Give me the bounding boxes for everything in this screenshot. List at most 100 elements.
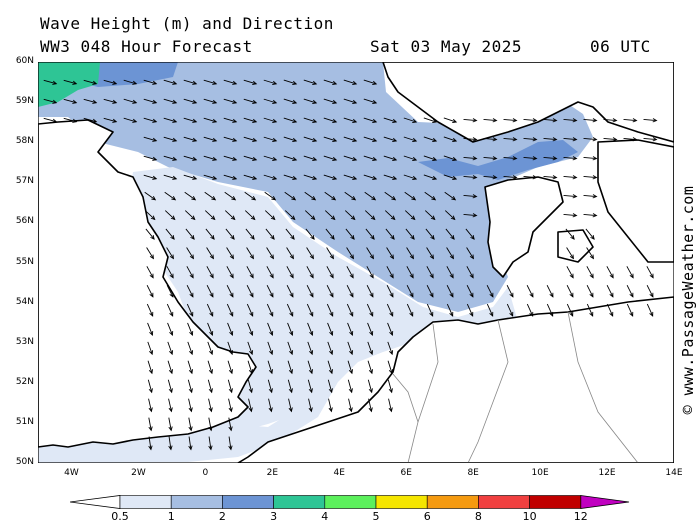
wave-arrow	[226, 247, 234, 260]
wave-arrow	[325, 228, 335, 240]
wave-arrow	[565, 228, 575, 240]
wave-arrow	[363, 79, 378, 85]
wave-arrow	[123, 117, 138, 123]
wave-arrow	[206, 247, 214, 260]
wave-arrow	[463, 137, 478, 142]
colorbar-swatch	[222, 495, 274, 509]
wave-arrow	[483, 137, 498, 142]
wave-arrow	[267, 379, 273, 394]
wave-arrow	[226, 266, 234, 279]
wave-arrow	[466, 303, 474, 317]
wave-arrow	[268, 398, 273, 413]
wave-arrow	[546, 284, 554, 298]
wave-arrow	[246, 303, 254, 317]
wave-arrow	[283, 117, 298, 123]
wave-arrow	[343, 155, 358, 161]
wave-arrow	[246, 266, 254, 279]
wave-arrow	[43, 79, 58, 85]
wave-arrow	[263, 117, 278, 123]
wave-arrow	[146, 247, 154, 260]
wave-arrow	[327, 322, 334, 336]
sweden	[597, 139, 674, 263]
wave-arrow	[288, 398, 293, 413]
wave-arrow	[83, 79, 98, 85]
wave-arrow	[167, 379, 173, 394]
latitude-label: 53N	[15, 336, 34, 347]
website-credit: © www.PassageWeather.com	[679, 185, 697, 415]
wave-arrow	[566, 247, 574, 260]
wave-arrow	[367, 322, 374, 336]
wave-arrow	[344, 210, 356, 221]
wave-arrow	[143, 98, 158, 104]
wave-arrow	[303, 98, 318, 104]
wave-arrow	[204, 210, 216, 221]
wave-arrow	[383, 117, 398, 123]
colorbar-swatch	[119, 495, 172, 509]
wave-arrow	[143, 155, 158, 161]
wave-arrow	[326, 284, 334, 298]
wave-arrow	[563, 118, 578, 123]
colorbar-label: 0.5	[111, 510, 129, 523]
wave-arrow	[144, 191, 157, 201]
wave-arrow	[148, 398, 153, 413]
wave-arrow	[228, 436, 233, 451]
wave-arrow	[323, 155, 338, 161]
wave-arrow	[186, 266, 194, 279]
wave-arrow	[386, 303, 394, 317]
wave-arrow	[203, 136, 218, 142]
colorbar-label: 5	[372, 510, 380, 523]
wave-arrow	[43, 117, 58, 123]
latitude-label: 51N	[15, 416, 34, 427]
wave-arrow	[143, 174, 158, 180]
wave-arrow	[263, 155, 278, 161]
wave-arrow	[223, 174, 238, 180]
wave-arrow	[363, 117, 378, 123]
wave-arrow	[203, 155, 218, 161]
colorbar-label: 4	[321, 510, 329, 523]
wave-arrow	[146, 303, 154, 317]
wave-arrow	[423, 174, 438, 180]
wave-arrow	[348, 398, 353, 413]
wave-arrow	[367, 360, 373, 375]
wave-arrow	[503, 175, 518, 180]
wave-arrow	[228, 398, 233, 413]
wave-arrow	[266, 247, 274, 260]
wave-arrow	[583, 137, 598, 142]
wave-direction-arrows	[43, 79, 658, 451]
wave-arrow	[247, 322, 254, 336]
wave-arrow	[188, 398, 193, 413]
wave-arrow	[383, 155, 398, 161]
colorbar-swatch	[273, 495, 326, 509]
wave-arrow	[227, 379, 233, 394]
wave-arrow	[384, 210, 396, 221]
wave-arrow	[223, 155, 238, 161]
wave-arrow	[307, 360, 313, 375]
latitude-label: 56N	[15, 216, 34, 227]
wave-arrow	[286, 247, 294, 260]
wave-arrow	[586, 303, 594, 317]
wave-arrow	[305, 228, 315, 240]
wave-arrow	[346, 303, 354, 317]
wave-arrow	[326, 266, 334, 279]
wave-arrow	[463, 213, 478, 218]
wave-arrow	[324, 191, 337, 201]
wave-arrow	[146, 284, 154, 298]
wave-arrow	[323, 174, 338, 180]
wave-arrow	[403, 155, 418, 161]
wave-arrow	[426, 266, 434, 279]
forecast-date: Sat 03 May 2025	[370, 37, 522, 56]
wave-arrow	[207, 322, 214, 336]
wave-arrow	[287, 360, 293, 375]
colorbar-label: 1	[167, 510, 175, 523]
wave-arrow	[166, 266, 174, 279]
wave-arrow	[363, 155, 378, 161]
wave-arrow	[163, 98, 178, 104]
wave-arrow	[287, 341, 294, 356]
wave-arrow	[203, 117, 218, 123]
wave-arrow	[363, 174, 378, 180]
wave-arrow	[603, 137, 618, 142]
wave-arrow	[444, 210, 456, 221]
wave-arrow	[426, 284, 434, 298]
wave-arrow	[583, 118, 598, 123]
wave-arrow	[168, 398, 173, 413]
